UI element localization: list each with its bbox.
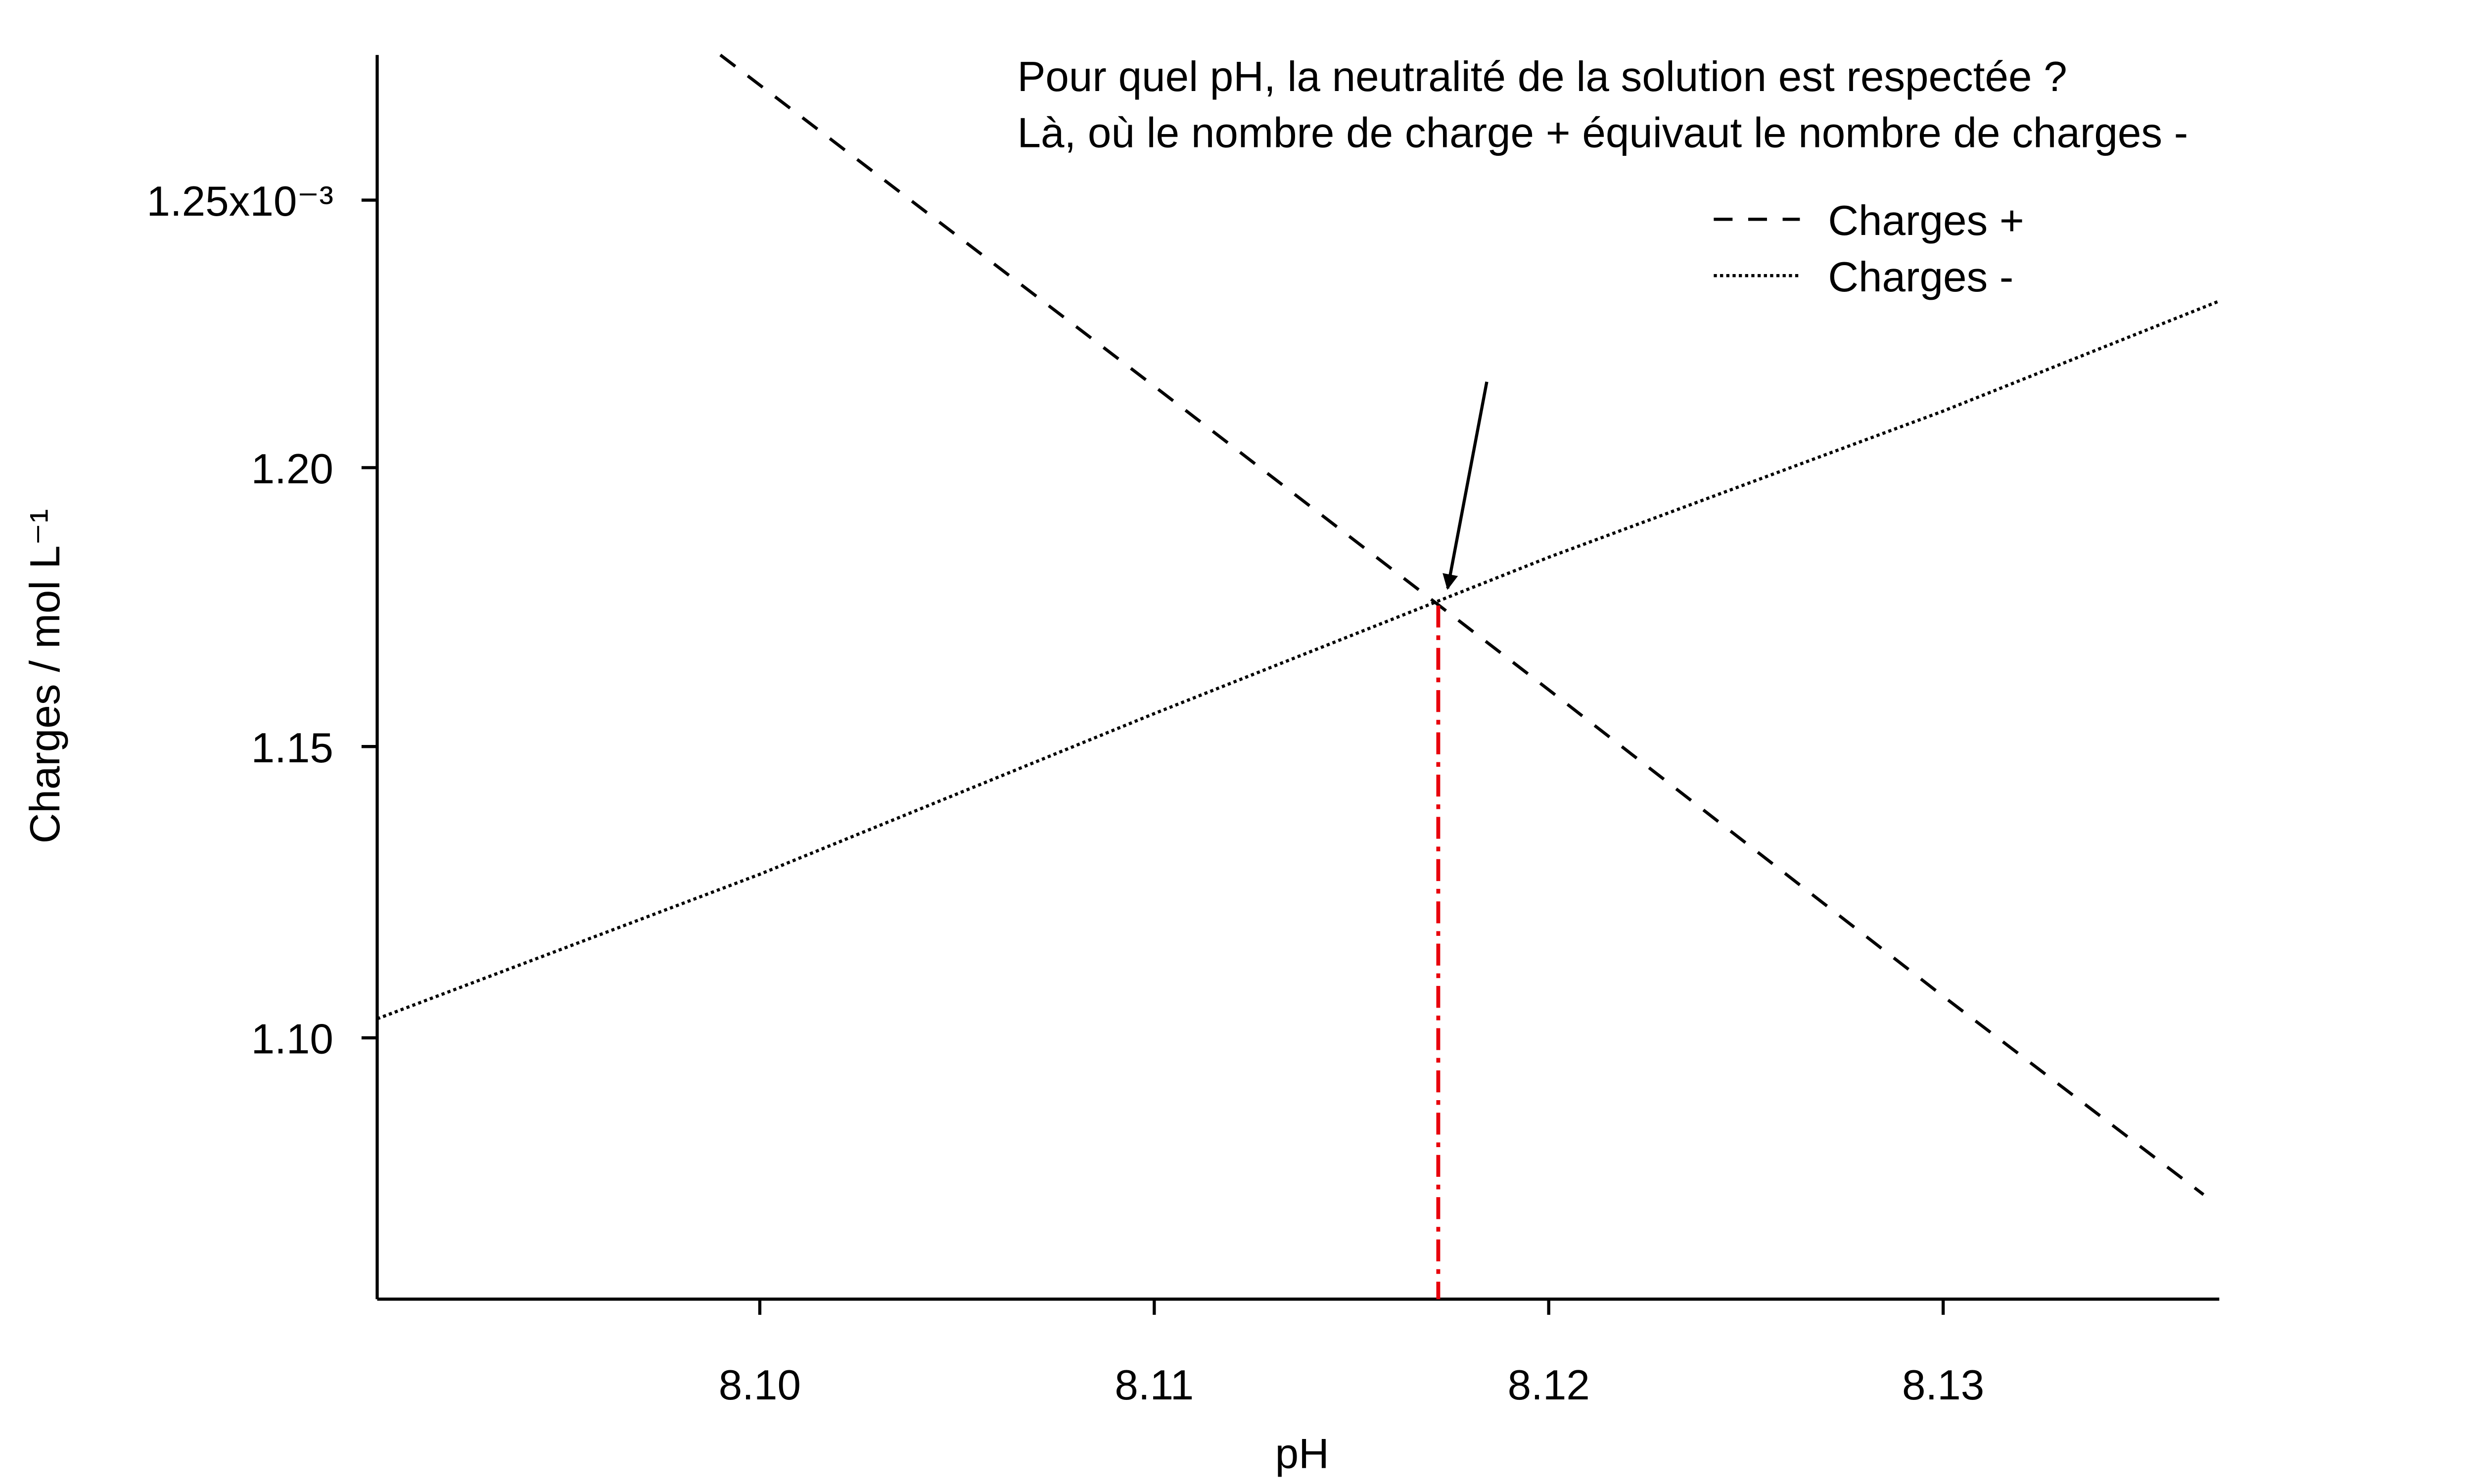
legend-label: Charges + bbox=[1828, 197, 2024, 244]
arrow bbox=[1442, 381, 1488, 590]
annotation: Là, où le nombre de charge + équivaut le… bbox=[1017, 110, 2188, 157]
x-tick-label: 8.12 bbox=[1508, 1362, 1590, 1409]
x-axis-label: pH bbox=[1275, 1431, 1329, 1478]
y-tick-label: 1.10 bbox=[251, 1016, 333, 1063]
y-tick-label: 1.20 bbox=[251, 446, 333, 493]
x-tick-label: 8.13 bbox=[1902, 1362, 1984, 1409]
series-line bbox=[719, 53, 2205, 1196]
y-axis-label: Charges / mol L⁻¹ bbox=[22, 509, 69, 843]
x-tick-label: 8.11 bbox=[1115, 1362, 1194, 1409]
x-tick-label: 8.10 bbox=[719, 1362, 801, 1409]
annotation: Pour quel pH, la neutralité de la soluti… bbox=[1017, 53, 2067, 100]
y-tick-label: 1.25x10⁻³ bbox=[146, 178, 333, 225]
series-line bbox=[376, 299, 2220, 1020]
legend-label: Charges - bbox=[1828, 254, 2013, 301]
y-tick-label: 1.15 bbox=[251, 725, 333, 772]
